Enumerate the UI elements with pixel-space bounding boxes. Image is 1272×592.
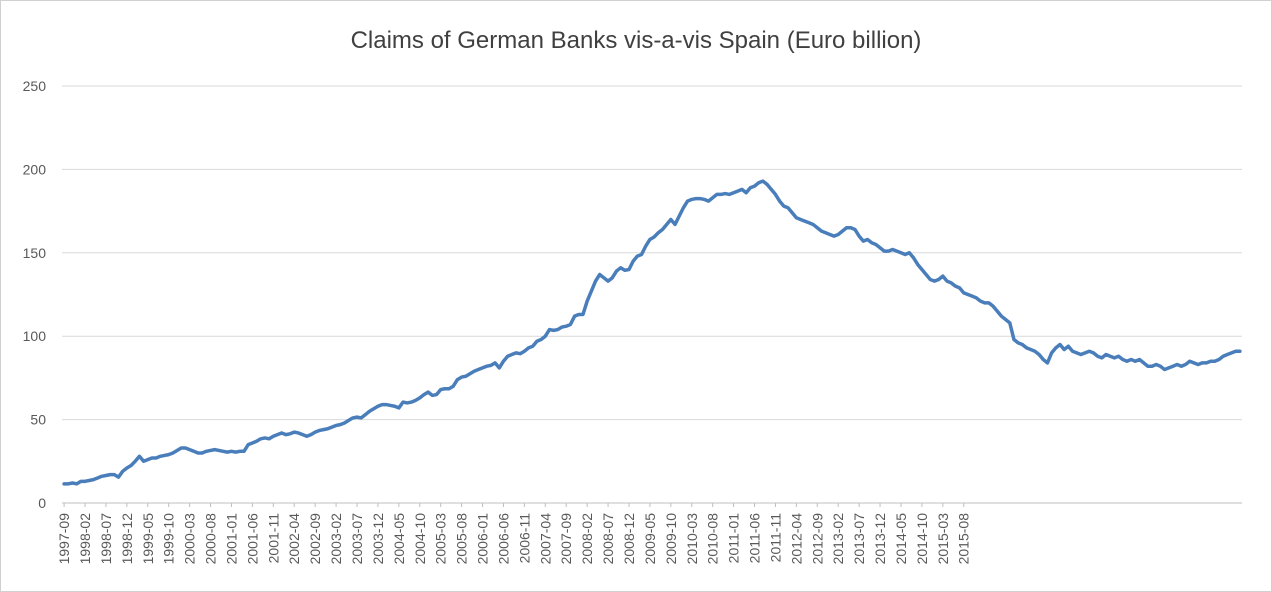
- y-tick-label: 150: [23, 245, 47, 261]
- x-tick-label: 2004-05: [391, 513, 407, 565]
- x-tick-label: 2011-11: [767, 513, 783, 563]
- chart-title: Claims of German Banks vis-a-vis Spain (…: [350, 27, 922, 54]
- x-tick-label: 1998-02: [77, 513, 93, 565]
- y-axis-ticks: 0 50 100 150 200 250: [23, 78, 47, 511]
- x-tick-label: 2014-10: [914, 513, 930, 565]
- series-line: [62, 179, 1242, 486]
- x-tick-label: 1998-07: [98, 513, 114, 565]
- x-tick-label: 2001-01: [223, 513, 239, 565]
- x-tick-label: 2003-02: [328, 513, 344, 565]
- y-tick-label: 250: [23, 78, 47, 94]
- x-tick-label: 1999-10: [161, 513, 177, 565]
- x-tick-label: 2008-07: [600, 513, 616, 565]
- x-tick-label: 1998-12: [119, 513, 135, 565]
- x-tick-label: 2008-02: [579, 513, 595, 565]
- x-tick-label: 2000-08: [203, 513, 219, 565]
- y-tick-label: 100: [23, 328, 47, 344]
- x-tick-label: 2002-04: [286, 513, 302, 565]
- x-tick-label: 2010-08: [705, 513, 721, 565]
- x-axis-ticks: 1997-09 1998-02 1998-07 1998-12 1999-05 1999-…: [56, 503, 972, 564]
- x-tick-label: 2005-03: [433, 513, 449, 565]
- x-tick-label: 2013-02: [830, 513, 846, 565]
- y-tick-label: 50: [30, 412, 46, 428]
- x-tick-label: 2009-05: [642, 513, 658, 565]
- x-tick-label: 2010-03: [684, 513, 700, 565]
- x-tick-label: 2006-06: [495, 513, 511, 565]
- x-tick-label: 2004-10: [412, 513, 428, 565]
- x-tick-label: 2006-11: [516, 513, 532, 564]
- x-tick-label: 2011-06: [747, 513, 763, 564]
- series-group: [62, 179, 1242, 486]
- gridlines: [62, 85, 1242, 504]
- x-tick-label: 2013-07: [851, 513, 867, 565]
- x-tick-label: 1997-09: [56, 513, 72, 565]
- x-tick-label: 2008-12: [621, 513, 637, 565]
- x-tick-label: 2015-03: [935, 513, 951, 565]
- x-tick-label: 2015-08: [956, 513, 972, 565]
- x-tick-label: 2005-08: [454, 513, 470, 565]
- x-tick-label: 1999-05: [140, 513, 156, 565]
- x-tick-label: 2014-05: [893, 513, 909, 565]
- x-tick-label: 2003-07: [349, 513, 365, 565]
- y-tick-label: 200: [23, 161, 47, 177]
- x-tick-label: 2002-09: [307, 513, 323, 565]
- x-tick-label: 2001-06: [244, 513, 260, 565]
- x-tick-label: 2009-10: [663, 513, 679, 565]
- x-tick-label: 2001-11: [265, 513, 281, 564]
- x-tick-label: 2006-01: [475, 513, 491, 565]
- x-tick-label: 2003-12: [370, 513, 386, 565]
- x-tick-label: 2007-04: [537, 513, 553, 565]
- x-tick-label: 2012-09: [809, 513, 825, 565]
- x-tick-label: 2011-01: [726, 513, 742, 564]
- y-tick-label: 0: [38, 495, 46, 511]
- x-tick-label: 2007-09: [558, 513, 574, 565]
- x-tick-label: 2000-03: [182, 513, 198, 565]
- x-tick-label: 2012-04: [788, 513, 804, 565]
- x-tick-label: 2013-12: [872, 513, 888, 565]
